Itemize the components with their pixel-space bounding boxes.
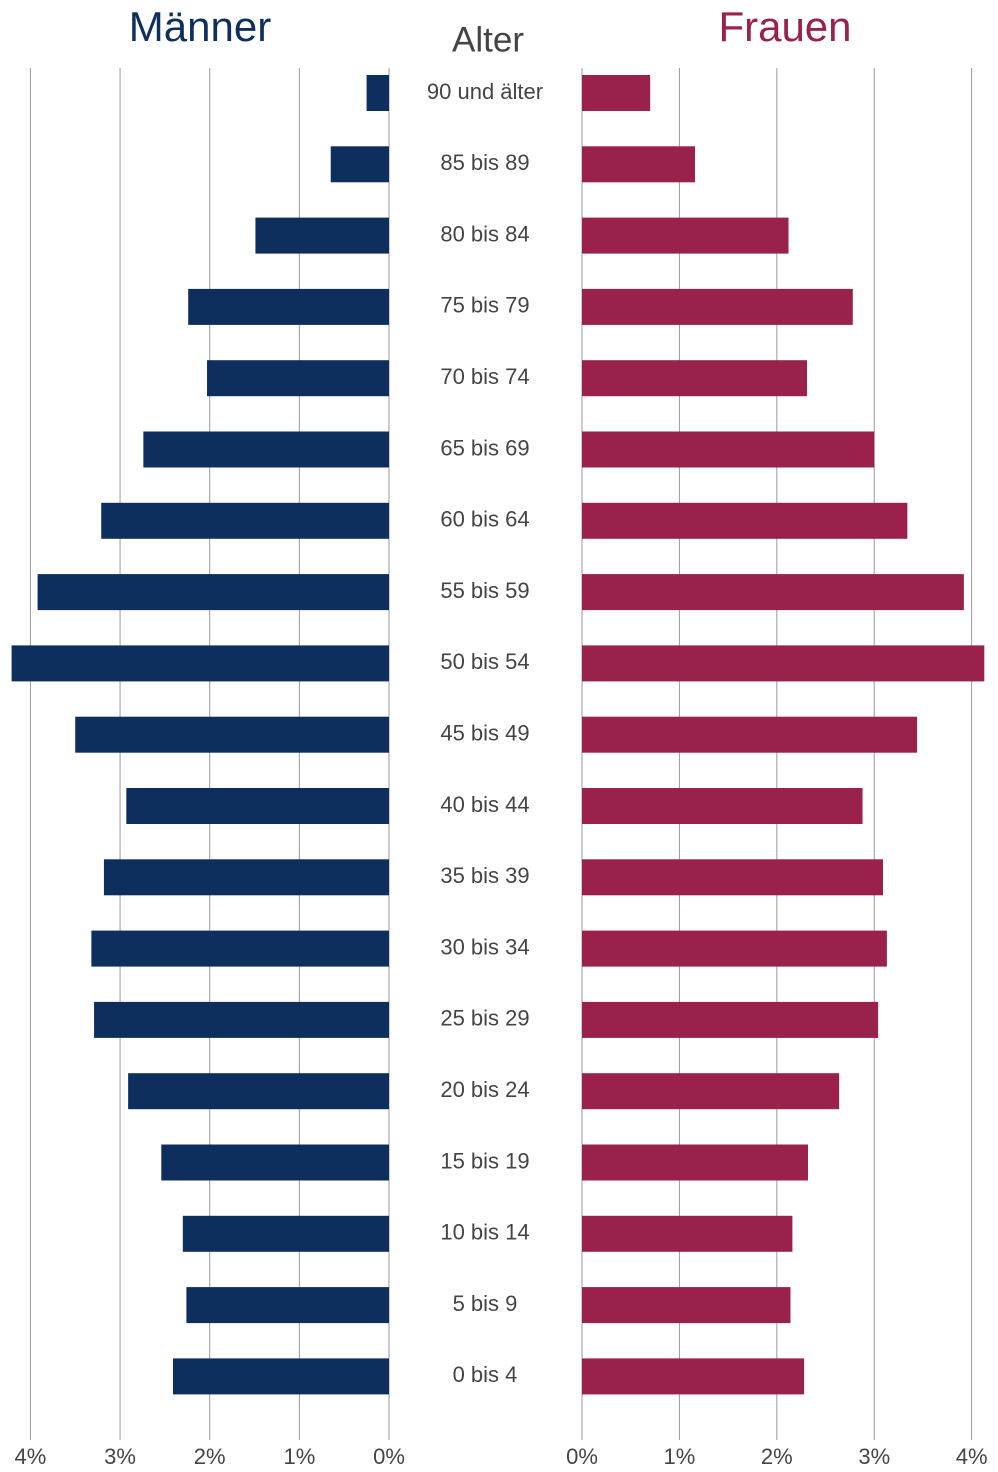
category-label: 35 bis 39 [440, 863, 529, 888]
x-tick-label: 4% [15, 1444, 47, 1469]
bar [182, 1215, 389, 1252]
bar [186, 1287, 389, 1324]
bar [582, 75, 651, 111]
x-tick-label: 3% [858, 1444, 890, 1469]
bar [128, 1073, 389, 1110]
series-title: Männer [129, 3, 271, 50]
category-label: 5 bis 9 [453, 1291, 518, 1316]
bar [582, 360, 808, 397]
bar [582, 1144, 808, 1181]
bar [366, 75, 389, 111]
bar [582, 431, 875, 468]
bar [188, 288, 389, 325]
bar [582, 716, 918, 753]
category-label: 40 bis 44 [440, 792, 529, 817]
bar [582, 1287, 791, 1324]
category-label: 85 bis 89 [440, 150, 529, 175]
category-label: 0 bis 4 [453, 1362, 518, 1387]
bar [582, 859, 884, 896]
bar [582, 1001, 879, 1038]
bar [91, 930, 389, 967]
category-label: 20 bis 24 [440, 1077, 529, 1102]
category-label: 55 bis 59 [440, 578, 529, 603]
bar [582, 645, 985, 682]
x-tick-label: 4% [956, 1444, 988, 1469]
category-label: 30 bis 34 [440, 934, 529, 959]
bar [172, 1358, 389, 1395]
x-tick-label: 2% [194, 1444, 226, 1469]
bar [582, 146, 695, 183]
bar [582, 1215, 793, 1252]
x-tick-label: 2% [761, 1444, 793, 1469]
category-label: 65 bis 69 [440, 435, 529, 460]
bar [582, 217, 789, 254]
bar [582, 288, 853, 325]
bar [207, 360, 389, 397]
category-label: 60 bis 64 [440, 507, 529, 532]
bar [126, 788, 390, 824]
bar [11, 645, 390, 682]
bar [582, 788, 863, 824]
bar [582, 502, 908, 539]
bar [94, 1001, 389, 1038]
bar [75, 716, 389, 753]
bar [582, 930, 887, 967]
category-label: 70 bis 74 [440, 364, 529, 389]
x-tick-label: 1% [283, 1444, 315, 1469]
bar [582, 574, 964, 611]
bar [143, 431, 389, 468]
category-label: 50 bis 54 [440, 649, 529, 674]
category-label: 15 bis 19 [440, 1148, 529, 1173]
bar [103, 859, 389, 896]
bar [161, 1144, 389, 1181]
x-tick-label: 3% [104, 1444, 136, 1469]
bar [101, 502, 389, 539]
x-tick-label: 0% [373, 1444, 405, 1469]
x-tick-label: 0% [566, 1444, 598, 1469]
x-tick-label: 1% [664, 1444, 696, 1469]
category-label: 90 und älter [427, 79, 543, 104]
category-label: 45 bis 49 [440, 721, 529, 746]
category-label: 25 bis 29 [440, 1006, 529, 1031]
axis-label: Alter [452, 20, 524, 59]
series-title: Frauen [718, 3, 851, 50]
bar [255, 217, 389, 254]
category-label: 75 bis 79 [440, 293, 529, 318]
bar [582, 1073, 840, 1110]
bar [37, 574, 390, 611]
bar [330, 146, 389, 183]
bar [582, 1358, 805, 1395]
category-label: 10 bis 14 [440, 1220, 529, 1245]
category-label: 80 bis 84 [440, 221, 529, 246]
